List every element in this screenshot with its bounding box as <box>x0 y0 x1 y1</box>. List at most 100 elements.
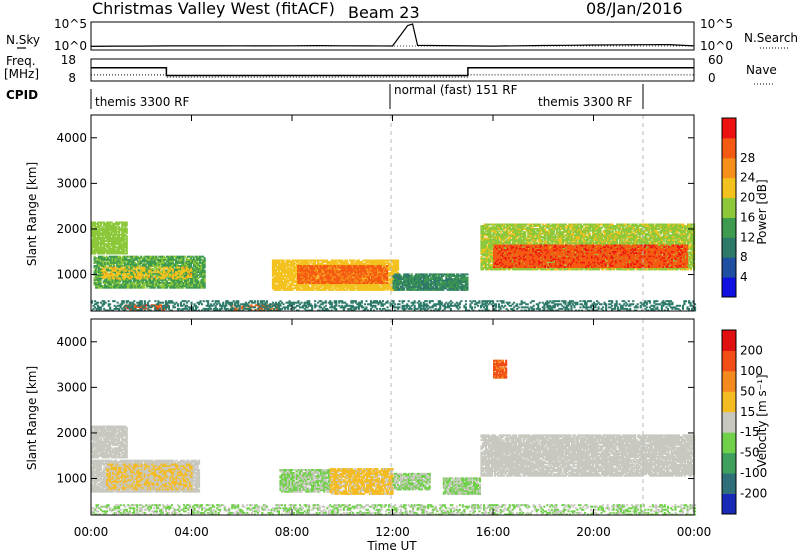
heatmap-cell <box>365 264 368 267</box>
heatmap-cell <box>356 285 359 288</box>
heatmap-cell <box>135 263 138 266</box>
heatmap-cell <box>285 276 288 279</box>
heatmap-cell <box>339 284 342 287</box>
heatmap-cell <box>351 285 354 288</box>
heatmap-cell <box>119 244 122 247</box>
heatmap-cell <box>193 260 196 263</box>
heatmap-cell <box>150 257 153 260</box>
heatmap-cell <box>297 284 300 287</box>
heatmap-cell <box>116 237 119 239</box>
heatmap-cell <box>344 261 347 263</box>
heatmap-cell <box>125 271 128 274</box>
heatmap-cell <box>153 286 156 289</box>
heatmap-cell <box>95 282 98 284</box>
heatmap-cell <box>288 282 291 285</box>
heatmap-cell <box>98 232 101 235</box>
heatmap-cell <box>193 263 196 266</box>
heatmap-cell <box>117 265 120 267</box>
heatmap-cell <box>184 280 187 283</box>
heatmap-cell <box>153 258 156 261</box>
heatmap-cell <box>117 255 120 258</box>
heatmap-cell <box>180 269 184 272</box>
heatmap-cell <box>105 282 108 284</box>
heatmap-cell <box>305 287 308 290</box>
heatmap-cell <box>95 260 98 263</box>
heatmap-cell <box>177 268 181 271</box>
heatmap-cell <box>285 279 288 282</box>
heatmap-cell <box>137 266 140 269</box>
heatmap-cell <box>291 273 294 276</box>
heatmap-cell <box>284 288 287 291</box>
heatmap-cell <box>115 250 118 253</box>
heatmap-cell <box>299 264 302 267</box>
heatmap-cell <box>116 257 119 260</box>
heatmap-cell <box>95 247 98 250</box>
heatmap-cell <box>117 278 120 281</box>
heatmap-cell <box>155 280 158 283</box>
heatmap-cell <box>296 261 299 263</box>
heatmap-cell <box>159 271 162 274</box>
heatmap-cell <box>104 280 107 283</box>
heatmap-cell <box>115 229 118 232</box>
heatmap-cell <box>107 285 110 288</box>
heatmap-cell <box>156 265 159 267</box>
heatmap-cell <box>96 277 99 280</box>
heatmap-cell <box>118 230 121 233</box>
heatmap-cell <box>104 237 107 239</box>
heatmap-cell <box>288 279 291 282</box>
heatmap-cell <box>97 246 100 249</box>
heatmap-cell <box>109 250 112 253</box>
heatmap-cell <box>271 268 275 271</box>
heatmap-cell <box>341 284 344 287</box>
heatmap-cell <box>156 280 159 283</box>
heatmap-cell <box>312 261 315 263</box>
heatmap-cell <box>98 233 101 236</box>
heatmap-cell <box>299 288 302 291</box>
heatmap-cell <box>165 260 169 263</box>
heatmap-cell <box>112 235 115 238</box>
heatmap-cell <box>95 269 98 272</box>
heatmap-cell <box>98 227 101 230</box>
heatmap-cell <box>327 287 330 290</box>
heatmap-cell <box>366 259 370 262</box>
heatmap-cell <box>290 284 293 287</box>
heatmap-cell <box>149 275 152 278</box>
heatmap-cell <box>153 263 156 266</box>
heatmap-cell <box>273 262 276 265</box>
heatmap-cell <box>101 258 104 261</box>
heatmap-cell <box>147 271 150 274</box>
heatmap-cell <box>134 257 137 260</box>
heatmap-cell <box>277 273 281 276</box>
heatmap-cell <box>122 247 125 250</box>
heatmap-cell <box>161 274 164 277</box>
heatmap-cell <box>129 309 132 311</box>
heatmap-cell <box>302 259 305 262</box>
heatmap-cell <box>277 279 281 282</box>
heatmap-cell <box>110 237 113 239</box>
heatmap-cell <box>147 266 150 269</box>
heatmap-cell <box>320 264 323 267</box>
heatmap-cell <box>167 269 170 272</box>
heatmap-cell <box>350 262 353 265</box>
heatmap-cell <box>135 269 138 272</box>
heatmap-cell <box>99 271 102 274</box>
heatmap-cell <box>199 283 202 286</box>
heatmap-cell <box>110 255 113 258</box>
heatmap-cell <box>92 246 95 249</box>
nsky-label: N.Sky <box>6 33 40 47</box>
heatmap-cell <box>122 260 125 263</box>
heatmap-cell <box>170 271 173 274</box>
heatmap-cell <box>314 287 317 290</box>
heatmap-cell <box>173 277 176 280</box>
heatmap-cell <box>91 249 94 252</box>
heatmap-cell <box>132 269 135 272</box>
heatmap-cell <box>147 283 150 286</box>
heatmap-cell <box>104 250 107 253</box>
heatmap-cell <box>348 259 351 262</box>
cpid-panel: CPID themis 3300 RF normal (fast) 151 RF… <box>6 83 644 109</box>
heatmap-cell <box>128 261 131 264</box>
heatmap-cell <box>369 288 373 291</box>
heatmap-cell <box>153 261 156 264</box>
heatmap-cell <box>294 262 297 265</box>
heatmap-cell <box>116 282 119 284</box>
